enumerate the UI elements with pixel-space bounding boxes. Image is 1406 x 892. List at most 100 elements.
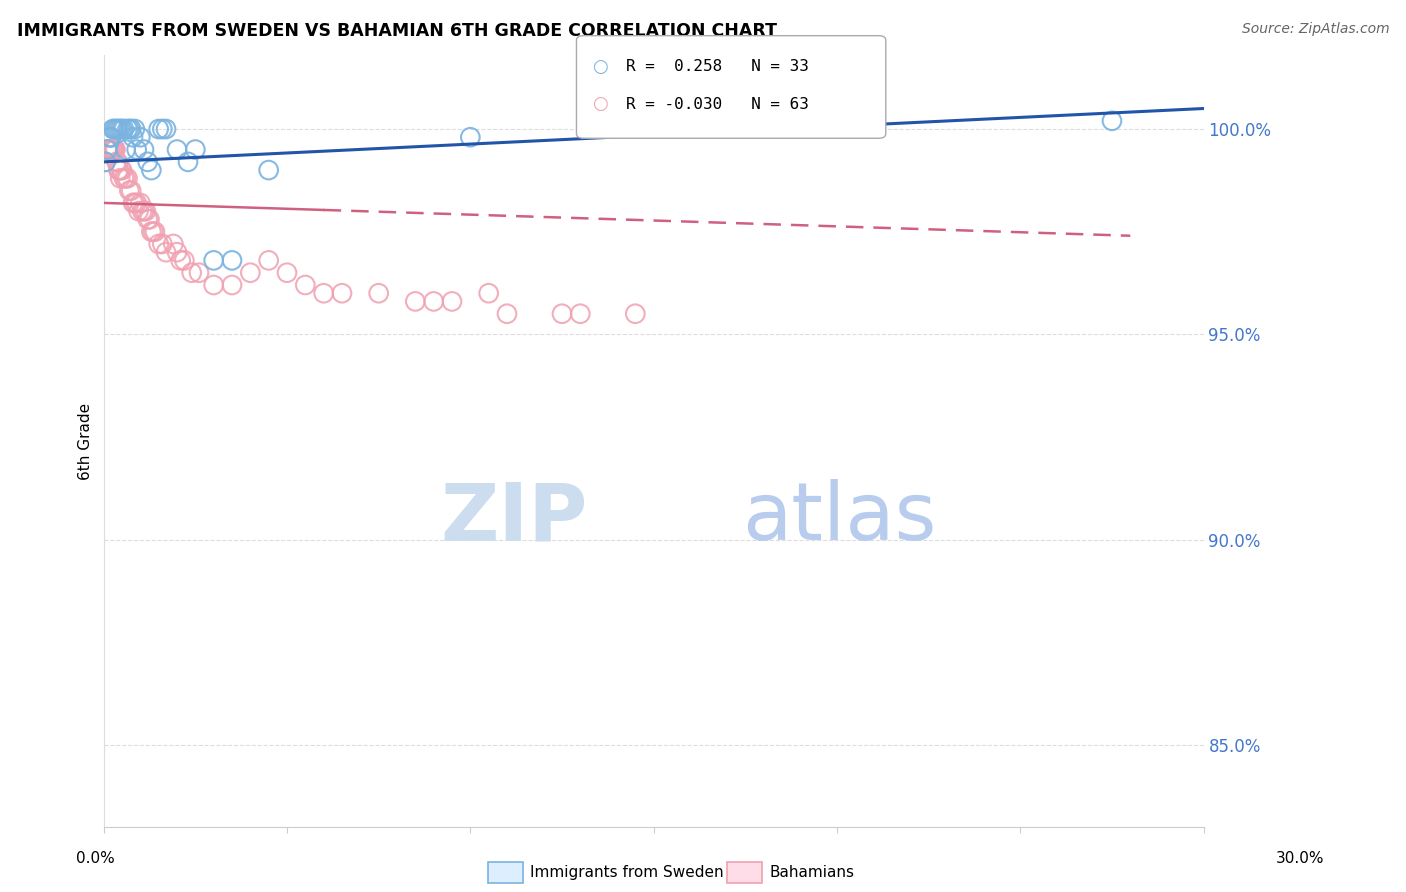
Point <box>107 122 129 136</box>
Point <box>104 122 127 136</box>
Point <box>104 143 127 157</box>
Point <box>422 294 444 309</box>
Point <box>100 130 122 145</box>
Point <box>111 122 134 136</box>
Point <box>312 286 335 301</box>
Text: atlas: atlas <box>741 479 936 558</box>
Point <box>96 143 118 157</box>
Point <box>110 163 132 178</box>
Point <box>131 204 153 219</box>
Point <box>100 130 122 145</box>
Point <box>155 245 177 260</box>
Point <box>117 171 139 186</box>
Point <box>112 122 135 136</box>
Point <box>101 122 124 136</box>
Point <box>94 154 117 169</box>
Point <box>221 253 243 268</box>
Text: ○: ○ <box>592 58 609 76</box>
Point <box>148 236 170 251</box>
Point <box>148 122 170 136</box>
Point <box>111 163 134 178</box>
Point <box>141 225 163 239</box>
Point <box>257 253 280 268</box>
Point <box>569 307 592 321</box>
Point <box>162 236 184 251</box>
Point <box>120 122 142 136</box>
Point <box>150 236 173 251</box>
Point <box>105 154 128 169</box>
Point <box>129 130 152 145</box>
Y-axis label: 6th Grade: 6th Grade <box>79 402 93 480</box>
Text: ZIP: ZIP <box>440 479 588 558</box>
Point <box>108 163 131 178</box>
Point <box>94 154 117 169</box>
Point <box>132 143 155 157</box>
Point <box>460 130 482 145</box>
Point <box>100 143 122 157</box>
Point <box>125 195 148 210</box>
Point <box>114 143 136 157</box>
Point <box>101 143 124 157</box>
Point <box>478 286 501 301</box>
Point <box>142 225 165 239</box>
Point <box>114 171 136 186</box>
Point <box>117 122 139 136</box>
Point <box>105 122 128 136</box>
Point <box>136 154 159 169</box>
Point <box>120 184 142 198</box>
Point <box>202 253 225 268</box>
Point <box>107 154 129 169</box>
Point <box>118 122 141 136</box>
Point <box>166 143 188 157</box>
Point <box>122 195 145 210</box>
Point <box>124 195 146 210</box>
Point <box>132 204 155 219</box>
Text: 30.0%: 30.0% <box>1277 851 1324 865</box>
Point <box>202 278 225 293</box>
Text: 0.0%: 0.0% <box>76 851 115 865</box>
Point <box>330 286 353 301</box>
Text: R = -0.030   N = 63: R = -0.030 N = 63 <box>626 97 808 112</box>
Point <box>294 278 316 293</box>
Point <box>177 154 200 169</box>
Point <box>141 163 163 178</box>
Text: Bahamians: Bahamians <box>769 865 853 880</box>
Text: Immigrants from Sweden: Immigrants from Sweden <box>530 865 724 880</box>
Point <box>129 195 152 210</box>
Text: ○: ○ <box>592 95 609 113</box>
Point <box>221 278 243 293</box>
Point <box>180 266 202 280</box>
Point <box>122 130 145 145</box>
Point <box>138 212 160 227</box>
Point <box>1101 113 1123 128</box>
Point <box>98 143 121 157</box>
Point <box>143 225 166 239</box>
Point <box>551 307 574 321</box>
Point <box>108 122 131 136</box>
Point <box>103 143 125 157</box>
Point <box>107 163 129 178</box>
Point <box>188 266 211 280</box>
Point <box>97 143 120 157</box>
Point <box>150 122 173 136</box>
Point <box>239 266 262 280</box>
Point <box>135 204 157 219</box>
Point <box>104 143 127 157</box>
Point <box>257 163 280 178</box>
Point <box>367 286 389 301</box>
Text: IMMIGRANTS FROM SWEDEN VS BAHAMIAN 6TH GRADE CORRELATION CHART: IMMIGRANTS FROM SWEDEN VS BAHAMIAN 6TH G… <box>17 22 778 40</box>
Point <box>128 204 150 219</box>
Point <box>170 253 193 268</box>
Point <box>96 143 118 157</box>
Point <box>96 143 118 157</box>
Point <box>496 307 519 321</box>
Point <box>136 212 159 227</box>
Point <box>166 245 188 260</box>
Point <box>155 122 177 136</box>
Point <box>404 294 426 309</box>
Text: Source: ZipAtlas.com: Source: ZipAtlas.com <box>1241 22 1389 37</box>
Point <box>440 294 463 309</box>
Text: R =  0.258   N = 33: R = 0.258 N = 33 <box>626 60 808 74</box>
Point <box>125 143 148 157</box>
Point <box>118 184 141 198</box>
